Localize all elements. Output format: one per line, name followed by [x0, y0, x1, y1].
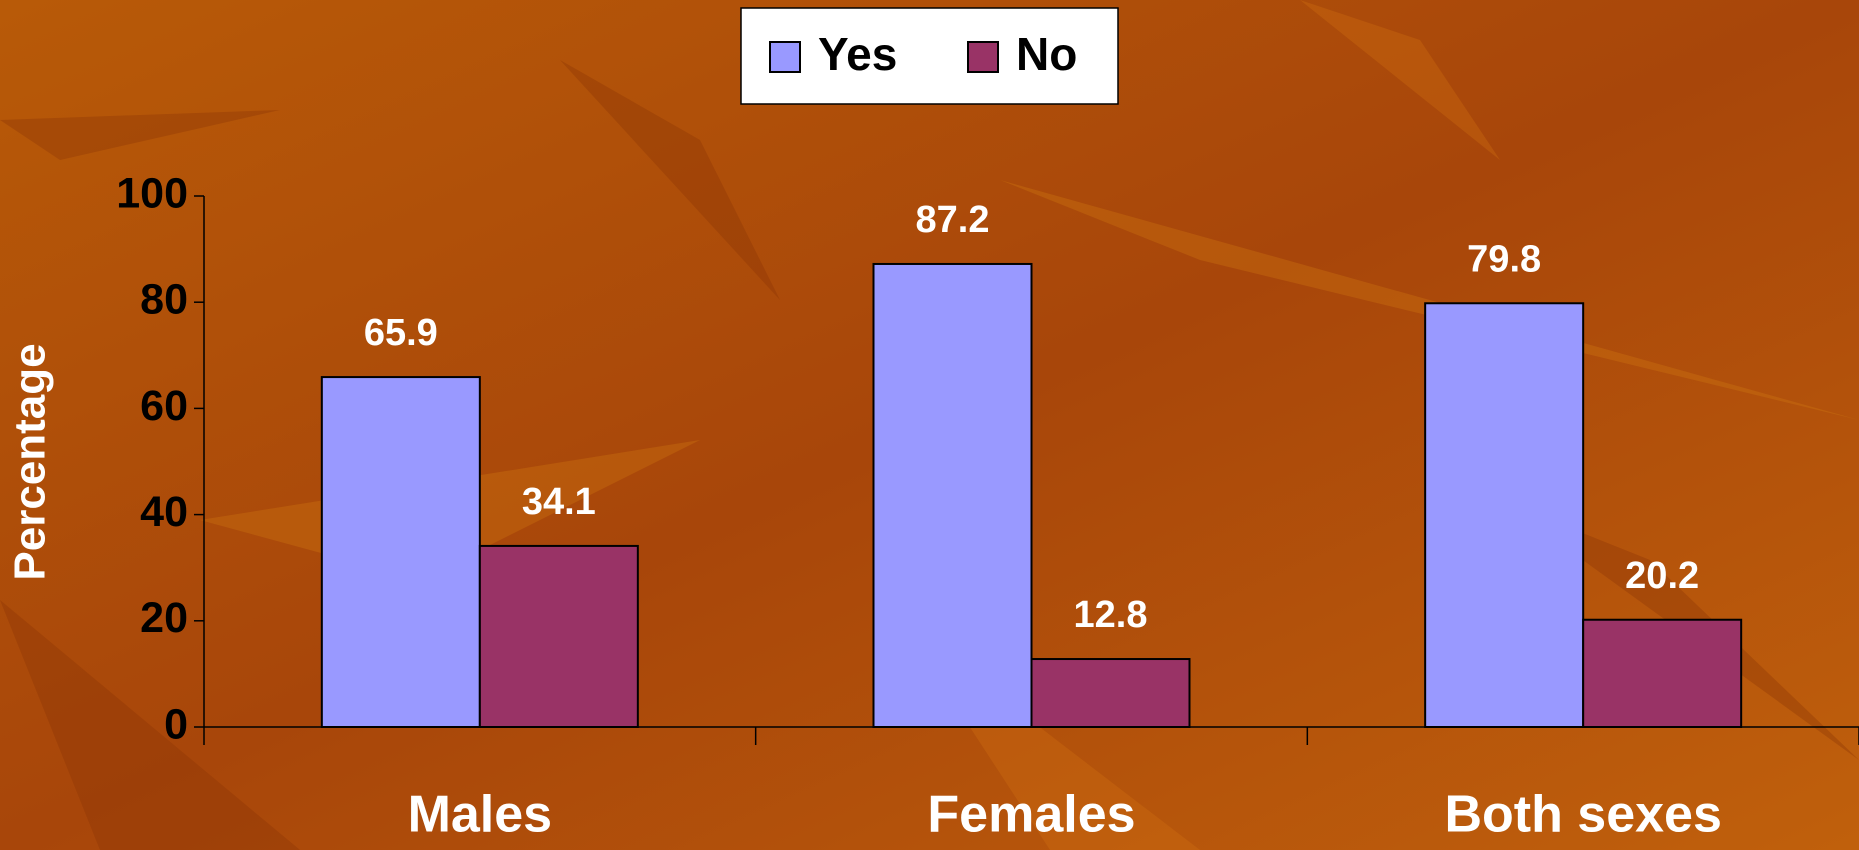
y-tick-label: 40	[140, 488, 188, 536]
bar	[1582, 618, 1743, 728]
bar	[1424, 302, 1585, 728]
legend-label: Yes	[818, 28, 897, 80]
legend-label: No	[1016, 28, 1077, 80]
legend-swatch	[769, 41, 801, 73]
value-label: 87.2	[916, 199, 990, 241]
bar	[1030, 658, 1191, 728]
bar	[478, 544, 639, 729]
bar	[872, 262, 1033, 728]
legend-box	[740, 7, 1119, 105]
y-tick-label: 80	[140, 276, 188, 324]
y-tick-label: 0	[164, 700, 188, 748]
value-label: 20.2	[1625, 555, 1699, 597]
value-label: 12.8	[1074, 594, 1148, 636]
x-tick-label: Both sexes	[1444, 786, 1721, 844]
legend-swatch	[967, 41, 999, 73]
legend: Yes No	[740, 7, 1119, 105]
y-tick-label: 100	[116, 169, 188, 217]
y-tick-label: 60	[140, 382, 188, 430]
x-tick-label: Females	[927, 786, 1135, 844]
value-label: 34.1	[522, 481, 596, 523]
value-label: 65.9	[364, 312, 438, 354]
bar	[320, 376, 481, 728]
y-tick-label: 20	[140, 594, 188, 642]
y-axis-label: Percentage	[6, 343, 55, 580]
x-tick-label: Males	[408, 786, 553, 844]
value-label: 79.8	[1467, 238, 1541, 280]
